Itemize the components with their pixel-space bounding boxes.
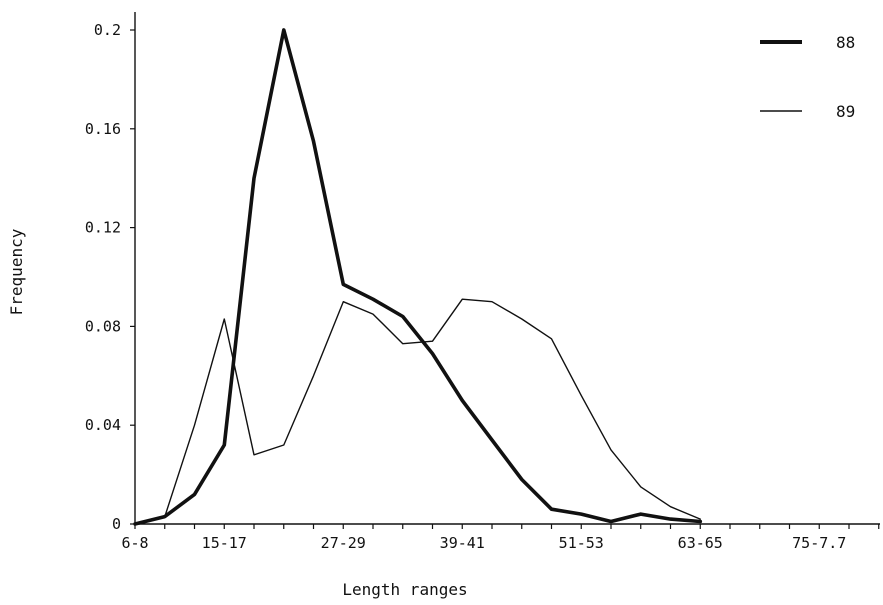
y-tick-label: 0.16 bbox=[85, 120, 121, 138]
axes bbox=[134, 12, 880, 525]
y-tick-label: 0 bbox=[112, 515, 121, 533]
y-ticks: 0 0.04 0.08 0.12 0.16 0.2 bbox=[85, 21, 135, 533]
x-ticks: 6-8 15-17 27-29 39-41 51-53 63-65 75-7.7 bbox=[121, 524, 880, 552]
legend-label-88: 88 bbox=[836, 33, 855, 52]
x-tick-label: 51-53 bbox=[559, 534, 604, 552]
y-tick-label: 0.2 bbox=[94, 21, 121, 39]
x-tick-label: 63-65 bbox=[678, 534, 723, 552]
x-tick-label: 27-29 bbox=[321, 534, 366, 552]
x-tick-label: 15-17 bbox=[202, 534, 247, 552]
x-tick-label: 75-7.7 bbox=[792, 534, 846, 552]
y-tick-label: 0.12 bbox=[85, 219, 121, 237]
series-layer bbox=[133, 28, 703, 526]
series-line-88 bbox=[133, 28, 703, 526]
x-tick-label: 39-41 bbox=[440, 534, 485, 552]
x-axis-title: Length ranges bbox=[342, 580, 467, 599]
legend: 88 89 bbox=[760, 33, 855, 121]
legend-label-89: 89 bbox=[836, 102, 855, 121]
y-axis-title: Frequency bbox=[7, 228, 26, 315]
x-tick-label: 6-8 bbox=[121, 534, 148, 552]
y-tick-label: 0.04 bbox=[85, 416, 121, 434]
y-tick-label: 0.08 bbox=[85, 317, 121, 335]
series-line-89 bbox=[134, 298, 701, 525]
